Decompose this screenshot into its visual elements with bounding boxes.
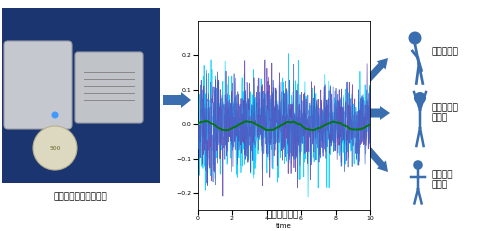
FancyBboxPatch shape [75,52,143,123]
Text: ショルダー
プレス: ショルダー プレス [432,103,459,123]
Bar [2,8,160,183]
FancyArrow shape [358,138,388,172]
FancyArrow shape [360,106,390,120]
Text: 500: 500 [50,146,60,151]
Circle shape [33,126,77,170]
Circle shape [408,31,422,45]
FancyArrow shape [163,92,191,108]
Text: センサデータ: センサデータ [267,210,299,219]
Text: チェスト
プレス: チェスト プレス [432,170,454,190]
X-axis label: time: time [276,223,291,229]
FancyBboxPatch shape [4,41,72,129]
Circle shape [413,160,423,170]
Circle shape [52,112,59,119]
FancyArrow shape [358,58,388,90]
Text: 加速度・角速度センサ: 加速度・角速度センサ [53,192,107,201]
Circle shape [414,92,426,104]
Text: ランニング: ランニング [432,48,459,57]
